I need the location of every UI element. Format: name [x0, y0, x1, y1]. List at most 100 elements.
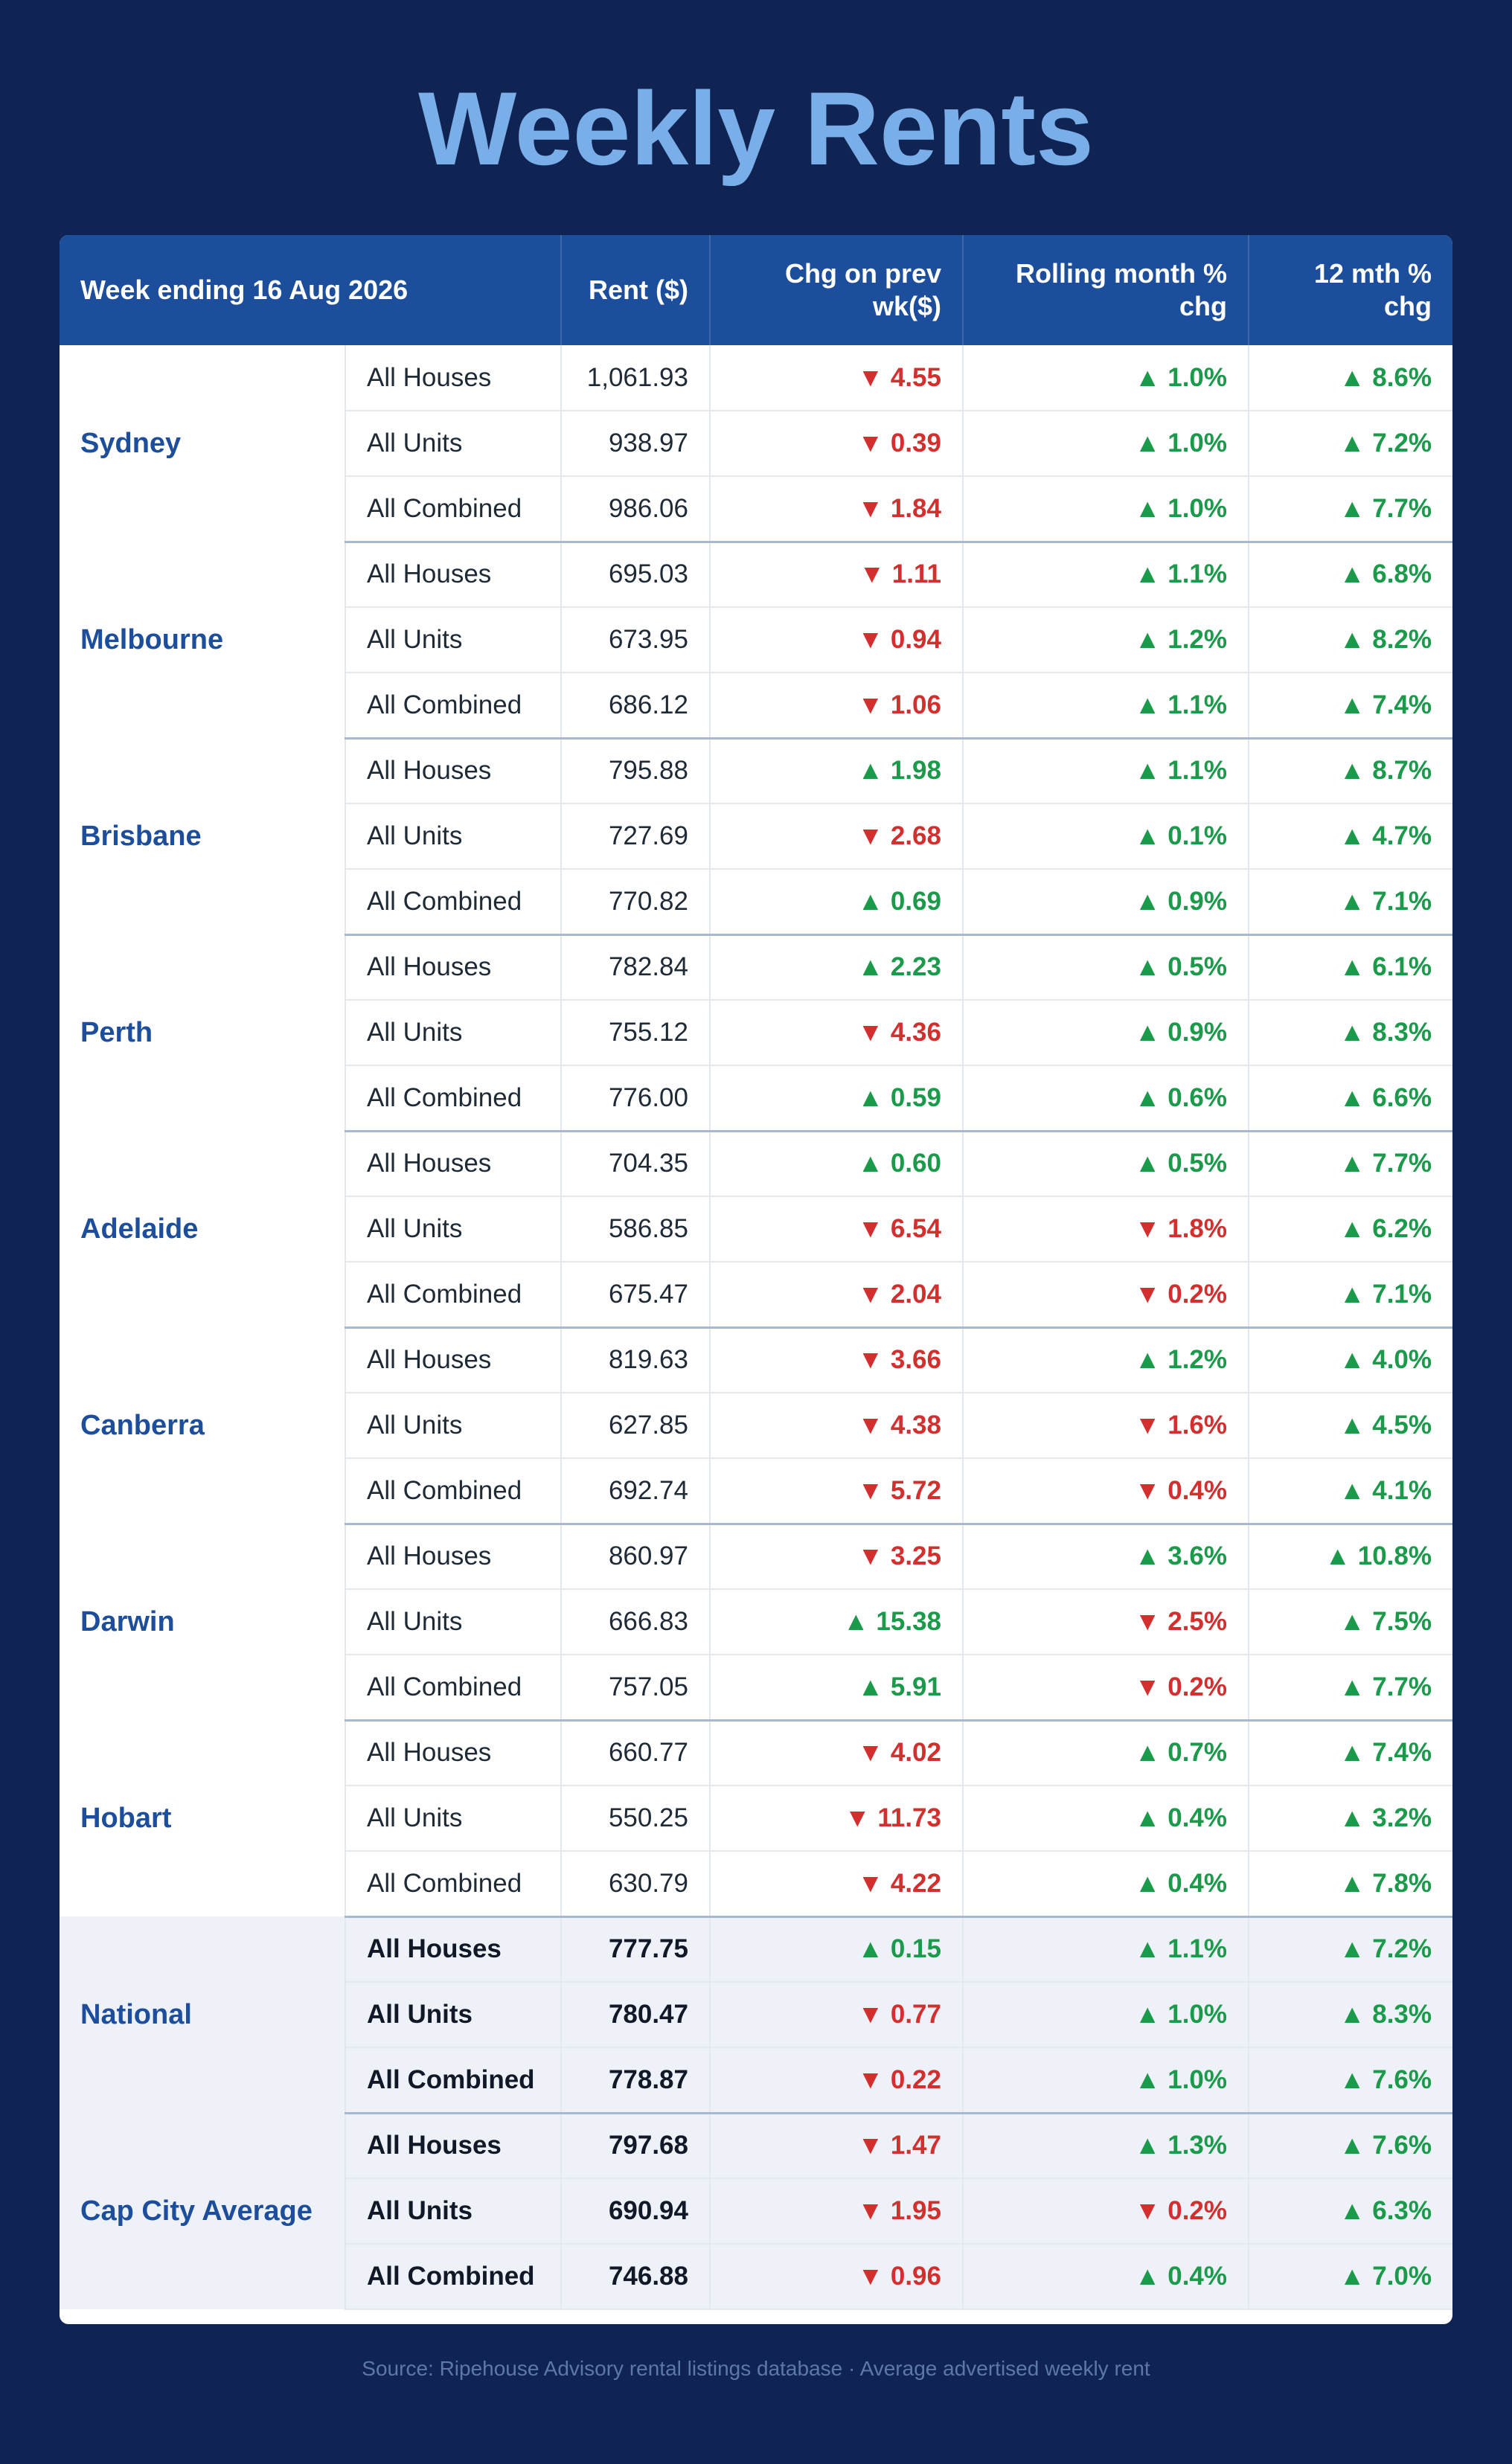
rent-table: Week ending 16 Aug 2026 Rent ($) Chg on …: [60, 235, 1452, 2310]
annual-change: ▲ 4.5%: [1249, 1393, 1452, 1459]
rolling-month-change: ▲ 1.1%: [963, 737, 1249, 804]
dwelling-type: All Units: [345, 411, 562, 477]
weekly-change: ▲ 15.38: [710, 1589, 964, 1655]
annual-change: ▲ 4.0%: [1249, 1326, 1452, 1393]
table-row: Brisbane All Houses 795.88 ▲ 1.98 ▲ 1.1% ▲ 8.…: [60, 737, 1452, 934]
weekly-change: ▼ 4.55: [710, 345, 964, 411]
table-row: Adelaide All Houses 704.35 ▲ 0.60 ▲ 0.5% ▲ 7.…: [60, 1129, 1452, 1327]
rent-value: 797.68: [561, 2111, 711, 2179]
table-row: Canberra All Houses 819.63 ▼ 3.66 ▲ 1.2% ▲ 4.…: [60, 1326, 1452, 1524]
table-row: All Combined 675.47 ▼ 2.04 ▼ 0.2% ▲ 7.1%: [60, 1262, 1452, 1328]
rolling-month-change: ▲ 3.6%: [963, 1522, 1249, 1590]
table-row: National All Houses 777.75 ▲ 0.15 ▲ 1.1% ▲ 7.…: [60, 1915, 1452, 2113]
annual-change: ▲ 8.3%: [1249, 1982, 1452, 2048]
weekly-change: ▼ 4.22: [710, 1851, 964, 1917]
dwelling-type: All Combined: [345, 1262, 562, 1328]
dwelling-type: All Units: [345, 1982, 562, 2048]
weekly-change: ▼ 2.04: [710, 1262, 964, 1328]
table-row: Perth All Houses 782.84 ▲ 2.23 ▲ 0.5% ▲ 6.1%: [60, 933, 1452, 1131]
rolling-month-change: ▲ 0.4%: [963, 1786, 1249, 1852]
rent-value: 727.69: [561, 803, 711, 870]
header-rent: Rent ($): [561, 235, 711, 345]
dwelling-type: All Units: [345, 607, 562, 673]
summary-rows: National All Houses 777.75 ▲ 0.15 ▲ 1.1% ▲ 7.…: [60, 1915, 1452, 2310]
rolling-month-change: ▲ 0.9%: [963, 869, 1249, 935]
rent-value: 686.12: [561, 673, 711, 739]
weekly-change: ▼ 1.95: [710, 2178, 964, 2245]
rent-value: 777.75: [561, 1915, 711, 1983]
rolling-month-change: ▼ 0.2%: [963, 2178, 1249, 2245]
dwelling-type: All Houses: [345, 737, 562, 804]
weekly-change: ▼ 2.68: [710, 803, 964, 870]
table-row: All Units 673.95 ▼ 0.94 ▲ 1.2% ▲ 8.2%: [60, 607, 1452, 673]
header-week: Week ending 16 Aug 2026: [60, 235, 562, 345]
dwelling-type: All Combined: [345, 1851, 562, 1917]
dwelling-type: All Houses: [345, 1915, 562, 1983]
city-name: Canberra: [60, 1327, 346, 1524]
table-row: All Combined 986.06 ▼ 1.84 ▲ 1.0% ▲ 7.7%: [60, 476, 1452, 542]
table-row: Hobart All Houses 660.77 ▼ 4.02 ▲ 0.7% ▲ 7.4%: [60, 1719, 1452, 1916]
city-name: Sydney: [60, 345, 346, 542]
dwelling-type: All Units: [345, 1196, 562, 1263]
rolling-month-change: ▲ 0.1%: [963, 803, 1249, 870]
rent-value: 704.35: [561, 1129, 711, 1197]
annual-change: ▲ 4.1%: [1249, 1458, 1452, 1524]
rent-value: 795.88: [561, 737, 711, 804]
header-12-month: 12 mth % chg: [1249, 235, 1452, 345]
annual-change: ▲ 7.5%: [1249, 1589, 1452, 1655]
rolling-month-change: ▼ 1.8%: [963, 1196, 1249, 1263]
rent-table-card: Week ending 16 Aug 2026 Rent ($) Chg on …: [60, 235, 1452, 2324]
dwelling-type: All Combined: [345, 1655, 562, 1721]
dwelling-type: All Houses: [345, 540, 562, 608]
dwelling-type: All Units: [345, 1589, 562, 1655]
rolling-month-change: ▲ 0.9%: [963, 1000, 1249, 1066]
dwelling-type: All Units: [345, 803, 562, 870]
weekly-change: ▼ 1.11: [710, 540, 964, 608]
weekly-change: ▼ 1.47: [710, 2111, 964, 2179]
table-row: All Units 755.12 ▼ 4.36 ▲ 0.9% ▲ 8.3%: [60, 1000, 1452, 1066]
table-row: All Combined 776.00 ▲ 0.59 ▲ 0.6% ▲ 6.6%: [60, 1065, 1452, 1132]
weekly-change: ▲ 0.15: [710, 1915, 964, 1983]
table-row: Melbourne All Houses 695.03 ▼ 1.11 ▲ 1.1% ▲ 6…: [60, 540, 1452, 738]
rent-value: 986.06: [561, 476, 711, 542]
dwelling-type: All Houses: [345, 1129, 562, 1197]
header-chg-wk: Chg on prev wk($): [710, 235, 964, 345]
rent-value: 780.47: [561, 1982, 711, 2048]
table-row: All Combined 757.05 ▲ 5.91 ▼ 0.2% ▲ 7.7%: [60, 1655, 1452, 1721]
dwelling-type: All Houses: [345, 2111, 562, 2179]
weekly-change: ▼ 0.96: [710, 2244, 964, 2310]
annual-change: ▲ 7.4%: [1249, 673, 1452, 739]
annual-change: ▲ 7.7%: [1249, 476, 1452, 542]
weekly-change: ▲ 0.69: [710, 869, 964, 935]
table-row: All Units 627.85 ▼ 4.38 ▼ 1.6% ▲ 4.5%: [60, 1393, 1452, 1459]
annual-change: ▲ 7.2%: [1249, 1915, 1452, 1983]
dwelling-type: All Units: [345, 1786, 562, 1852]
table-row: All Units 938.97 ▼ 0.39 ▲ 1.0% ▲ 7.2%: [60, 411, 1452, 477]
weekly-change: ▼ 11.73: [710, 1786, 964, 1852]
rent-value: 692.74: [561, 1458, 711, 1524]
annual-change: ▲ 8.6%: [1249, 345, 1452, 411]
dwelling-type: All Houses: [345, 345, 562, 411]
rolling-month-change: ▼ 0.4%: [963, 1458, 1249, 1524]
rolling-month-change: ▼ 1.6%: [963, 1393, 1249, 1459]
rolling-month-change: ▲ 1.3%: [963, 2111, 1249, 2179]
weekly-change: ▲ 0.60: [710, 1129, 964, 1197]
annual-change: ▲ 7.6%: [1249, 2047, 1452, 2114]
rent-value: 757.05: [561, 1655, 711, 1721]
weekly-change: ▲ 0.59: [710, 1065, 964, 1132]
annual-change: ▲ 6.1%: [1249, 933, 1452, 1001]
annual-change: ▲ 7.0%: [1249, 2244, 1452, 2310]
dwelling-type: All Units: [345, 2178, 562, 2245]
rent-value: 746.88: [561, 2244, 711, 2310]
annual-change: ▲ 7.4%: [1249, 1719, 1452, 1786]
weekly-change: ▼ 1.84: [710, 476, 964, 542]
rent-value: 819.63: [561, 1326, 711, 1393]
rolling-month-change: ▲ 1.1%: [963, 673, 1249, 739]
rolling-month-change: ▲ 0.5%: [963, 933, 1249, 1001]
rolling-month-change: ▼ 0.2%: [963, 1655, 1249, 1721]
annual-change: ▲ 8.2%: [1249, 607, 1452, 673]
dwelling-type: All Houses: [345, 1522, 562, 1590]
table-row: All Combined 630.79 ▼ 4.22 ▲ 0.4% ▲ 7.8%: [60, 1851, 1452, 1917]
weekly-change: ▼ 4.36: [710, 1000, 964, 1066]
rent-value: 586.85: [561, 1196, 711, 1263]
